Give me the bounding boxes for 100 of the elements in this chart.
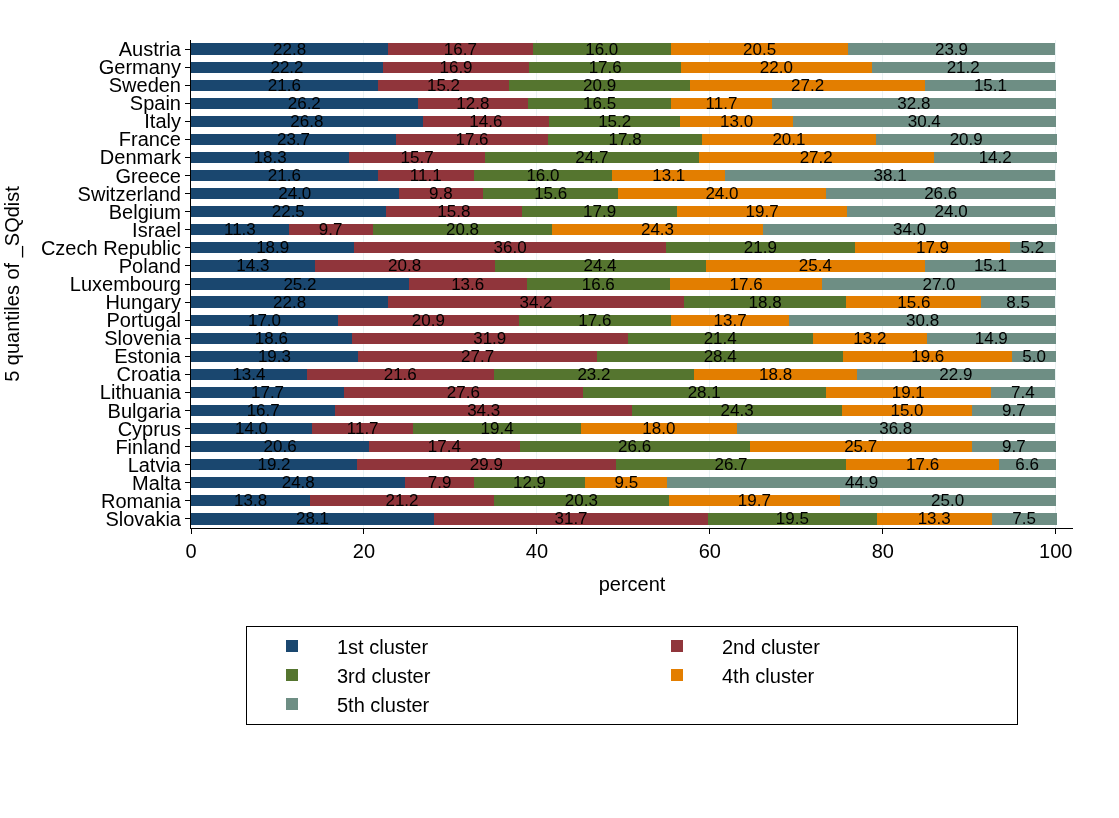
x-tick-label: 80 <box>871 540 894 562</box>
data-label: 7.9 <box>427 473 452 493</box>
data-label: 28.4 <box>703 346 737 366</box>
data-label: 19.6 <box>911 346 945 366</box>
data-label: 22.8 <box>273 39 307 59</box>
data-label: 31.7 <box>554 509 588 529</box>
bar <box>191 206 386 218</box>
data-label: 12.9 <box>512 473 547 493</box>
data-label: 27.7 <box>461 346 495 366</box>
bar <box>698 151 934 164</box>
data-label: 16.9 <box>439 57 473 77</box>
bar <box>981 296 1055 308</box>
data-label: 34.2 <box>519 292 553 312</box>
bar <box>191 477 406 489</box>
data-label: 14.0 <box>234 419 269 439</box>
data-label: 19.7 <box>745 202 779 222</box>
data-label: 16.0 <box>526 166 560 186</box>
data-label: 5.2 <box>1020 238 1045 258</box>
bar <box>725 169 1055 182</box>
data-label: 19.1 <box>891 382 925 402</box>
data-label: 22.0 <box>759 57 793 77</box>
data-label: 16.0 <box>585 39 619 59</box>
x-tick-label: 100 <box>1039 540 1073 562</box>
data-label: 5.0 <box>1022 346 1046 366</box>
data-label: 13.8 <box>234 491 268 511</box>
bar <box>855 242 1010 254</box>
data-label: 16.7 <box>246 401 280 421</box>
bar <box>762 224 1057 236</box>
data-label: 32.8 <box>897 93 931 113</box>
bar <box>848 43 1055 55</box>
data-label: 24.8 <box>281 473 315 493</box>
data-label: 13.0 <box>720 111 754 131</box>
data-label: 13.3 <box>917 509 951 529</box>
data-label: 24.7 <box>575 147 609 167</box>
data-label: 16.5 <box>583 93 617 113</box>
data-label: 19.2 <box>257 455 291 475</box>
data-label: 36.0 <box>493 238 527 258</box>
data-label: 17.6 <box>729 274 763 294</box>
bar <box>846 296 982 308</box>
data-label: 9.8 <box>429 184 453 204</box>
data-label: 11.1 <box>409 166 442 186</box>
bar <box>825 188 1056 200</box>
data-label: 17.7 <box>250 382 285 402</box>
data-label: 15.2 <box>426 75 461 95</box>
data-label: 16.7 <box>443 39 477 59</box>
data-label: 19.4 <box>480 419 514 439</box>
data-label: 21.2 <box>946 57 980 77</box>
data-label: 20.3 <box>564 491 598 511</box>
data-label: 27.2 <box>799 147 833 167</box>
data-label: 17.4 <box>427 437 461 457</box>
bar <box>191 278 409 290</box>
data-label: 20.5 <box>743 39 777 59</box>
bar <box>632 404 843 417</box>
data-label: 23.9 <box>934 39 969 59</box>
data-label: 24.3 <box>640 220 675 240</box>
data-label: 20.9 <box>949 129 983 149</box>
data-label: 9.5 <box>614 473 639 493</box>
bar <box>354 242 666 254</box>
x-tick-label: 20 <box>352 540 376 562</box>
y-tick-label: Luxembourg <box>69 273 181 295</box>
bar <box>618 188 826 200</box>
data-label: 20.1 <box>772 129 806 149</box>
data-label: 13.7 <box>713 310 747 330</box>
data-label: 28.1 <box>295 509 330 529</box>
data-label: 20.6 <box>263 437 297 457</box>
data-label: 17.6 <box>588 57 622 77</box>
data-label: 44.9 <box>845 473 879 493</box>
bar <box>871 61 1055 73</box>
bar <box>335 404 632 417</box>
bar <box>552 224 763 236</box>
bar <box>191 188 399 200</box>
bar <box>351 332 628 344</box>
bar <box>670 43 849 55</box>
bar <box>388 43 533 55</box>
bar <box>191 296 389 308</box>
data-label: 22.8 <box>273 292 307 312</box>
y-tick-label: Czech Republic <box>40 236 181 259</box>
bar <box>357 350 598 362</box>
bar <box>681 61 872 73</box>
data-label: 22.2 <box>270 57 304 77</box>
bar <box>689 79 926 91</box>
data-label: 34.3 <box>467 401 501 421</box>
data-label: 12.8 <box>456 93 490 113</box>
bar <box>191 43 389 55</box>
data-label: 24.0 <box>278 184 312 204</box>
bar <box>408 278 527 290</box>
data-label: 9.7 <box>318 220 343 240</box>
data-label: 9.7 <box>1001 437 1026 457</box>
data-label: 19.7 <box>737 491 771 511</box>
y-axis-title: 5 quantiles of _SQdist <box>1 185 25 382</box>
data-label: 18.8 <box>748 292 782 312</box>
data-label: 13.1 <box>652 166 686 186</box>
bar <box>597 350 843 362</box>
bar <box>669 495 840 507</box>
data-label: 8.5 <box>1006 292 1030 312</box>
x-tick-label: 40 <box>525 540 549 562</box>
bar <box>526 278 671 290</box>
y-tick-label: Lithuania <box>99 381 182 404</box>
data-label: 17.9 <box>583 202 617 222</box>
legend-label: 4th cluster <box>722 664 815 687</box>
